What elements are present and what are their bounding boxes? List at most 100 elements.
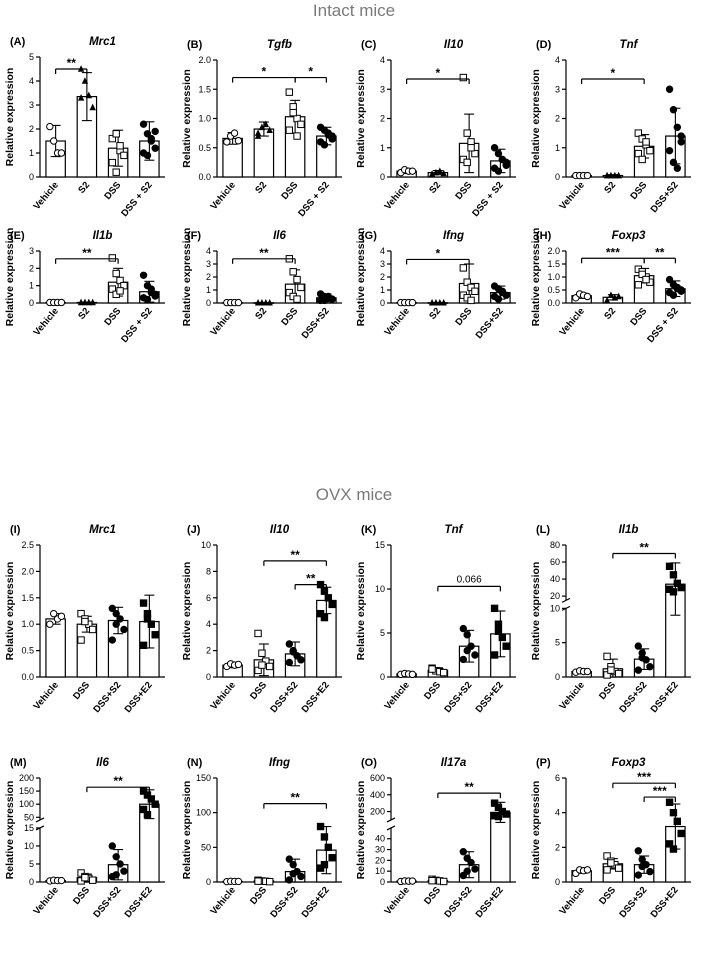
data-point — [49, 137, 58, 145]
data-point — [665, 840, 674, 848]
data-point — [316, 609, 325, 618]
x-category-label: DSS + S2 — [645, 306, 680, 345]
y-tick-label: 0.0 — [198, 172, 211, 182]
data-point — [112, 269, 120, 278]
y-tick-label: 60 — [550, 557, 560, 567]
significance-label: ** — [306, 572, 316, 586]
data-point — [320, 141, 329, 149]
data-point — [638, 862, 646, 871]
y-tick-label: 1.5 — [547, 259, 560, 269]
data-point — [583, 292, 592, 301]
data-point — [502, 161, 510, 170]
y-tick-label: 1.0 — [547, 272, 560, 282]
y-axis-label: Relative expression — [181, 69, 193, 168]
chart-panel-6: (G) Ifng Relative expression 0 1 2 3 4 Vehicle S2… — [355, 228, 516, 341]
significance-label: ** — [259, 246, 269, 260]
data-point — [108, 254, 117, 262]
y-axis-label: Relative expression — [355, 562, 367, 661]
y-tick-label: 20 — [375, 855, 385, 865]
data-point — [258, 661, 266, 669]
data-point — [89, 103, 96, 111]
y-tick-label: 1.5 — [21, 593, 34, 603]
data-point — [673, 123, 682, 131]
section-title-intact: Intact mice — [313, 1, 395, 20]
y-tick-label: 15 — [375, 540, 385, 550]
chart-panel-8: (I) Mrc1 Relative expression 0.0 0.5 1.0 1.5 2.… — [4, 524, 165, 715]
y-axis-label: Relative expression — [181, 781, 193, 880]
y-tick-label: 600 — [370, 773, 385, 783]
data-point — [440, 169, 447, 177]
data-point — [328, 600, 336, 609]
panel-letter: (I) — [10, 524, 21, 536]
gene-title: Foxp3 — [612, 757, 646, 769]
x-category-label: Vehicle — [382, 180, 411, 212]
data-point — [673, 164, 682, 172]
data-point — [108, 158, 117, 167]
data-point — [57, 876, 66, 885]
data-point — [108, 134, 117, 143]
y-tick-label: 5 — [555, 638, 560, 648]
data-point — [665, 275, 674, 284]
x-category-label: DSS+S2 — [474, 306, 506, 341]
gene-title: Tnf — [445, 524, 464, 536]
data-point — [258, 649, 266, 657]
data-point — [88, 625, 97, 634]
data-point — [112, 853, 120, 861]
data-point — [494, 803, 503, 812]
x-category-label: Vehicle — [557, 306, 586, 338]
data-point — [57, 612, 66, 620]
x-category-label: DSS — [453, 180, 474, 202]
data-point — [669, 808, 678, 817]
data-point — [498, 288, 507, 297]
significance-label: * — [308, 65, 313, 79]
y-tick-label: 40 — [375, 834, 385, 844]
data-point — [293, 295, 301, 303]
data-point — [57, 298, 66, 307]
data-point — [266, 126, 273, 133]
x-category-label: Vehicle — [557, 680, 586, 712]
data-point — [120, 625, 128, 634]
y-axis-label: Relative expression — [530, 781, 542, 880]
data-point — [634, 642, 643, 650]
x-category-label: DSS+S2 — [442, 885, 474, 920]
data-point — [471, 865, 479, 873]
data-point — [467, 283, 475, 292]
x-category-label: DSS + S2 — [119, 306, 154, 345]
x-category-label: Vehicle — [31, 885, 60, 917]
y-tick-label: 1 — [555, 143, 560, 153]
y-tick-label: 5 — [380, 628, 385, 638]
data-point — [494, 167, 503, 175]
y-axis-label: Relative expression — [4, 68, 16, 167]
data-point — [583, 171, 592, 180]
x-category-label: DSS+E2 — [649, 885, 681, 920]
x-category-label: DSS+E2 — [474, 680, 506, 715]
x-category-label: DSS — [422, 885, 443, 907]
x-category-label: DSS — [71, 680, 92, 702]
data-point — [669, 588, 678, 596]
x-category-label: DSS — [279, 306, 300, 328]
y-axis-label: Relative expression — [355, 781, 367, 880]
data-point — [463, 129, 471, 137]
x-category-label: DSS — [248, 885, 269, 907]
y-tick-label: 2 — [555, 842, 560, 852]
x-category-label: DSS+E2 — [474, 885, 506, 920]
data-point — [234, 877, 243, 886]
data-point — [634, 666, 643, 674]
gene-title: Ifng — [443, 230, 464, 242]
data-point — [665, 85, 674, 93]
chart-panel-5: (F) Il6 Relative expression 0 1 2 3 4 Vehicle S2 D… — [181, 228, 342, 341]
gene-title: Tgfb — [267, 39, 292, 51]
data-point — [615, 292, 622, 300]
data-point — [289, 268, 297, 276]
data-point — [293, 275, 301, 284]
y-tick-label: 1 — [380, 285, 385, 295]
x-category-label: S2 — [427, 306, 443, 322]
data-point — [254, 129, 262, 136]
data-point — [638, 654, 646, 662]
data-point — [498, 155, 507, 164]
y-axis-label: Relative expression — [355, 228, 367, 327]
y-tick-label: 15 — [24, 823, 34, 833]
panel-letter: (M) — [10, 757, 27, 769]
gene-title: Il1b — [619, 524, 639, 536]
